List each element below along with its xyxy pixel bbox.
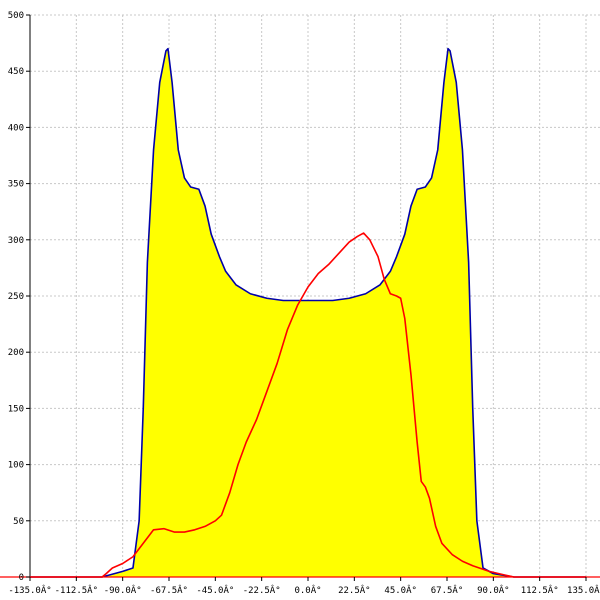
x-tick-label: 0.0Â° <box>294 584 321 596</box>
y-tick-label: 200 <box>8 348 24 358</box>
x-tick-label: 45.0Â° <box>384 584 417 596</box>
x-tick-label: -90.0Â° <box>104 584 142 596</box>
y-tick-label: 500 <box>8 11 24 21</box>
series-1-line <box>30 232 586 578</box>
y-tick-label: 150 <box>8 404 24 414</box>
series-lines-layer <box>30 47 586 578</box>
y-tick-label: 100 <box>8 461 24 471</box>
y-tick-label: 250 <box>8 292 24 302</box>
y-tick-label: 350 <box>8 180 24 190</box>
y-tick-label: 400 <box>8 123 24 133</box>
x-tick-label: 67.5Â° <box>431 584 464 596</box>
series-0-line <box>30 47 586 578</box>
x-tick-label: 135.0Â° <box>567 584 600 596</box>
series-0-area <box>30 48 586 578</box>
y-tick-label: 0 <box>19 573 24 583</box>
x-tick-labels: -135.0Â° -112.5Â° -90.0Â° -67.5Â° -45.0Â° -22… <box>8 584 600 596</box>
x-tick-label: -67.5Â° <box>150 584 188 596</box>
x-tick-label: -135.0Â° <box>8 584 51 596</box>
y-tick-label: 50 <box>13 517 24 527</box>
y-tick-labels: 0 50 100 150 200 250 300 350 400 450 500 <box>8 11 24 583</box>
area-fill-layer <box>30 48 586 578</box>
x-tick-label: -45.0Â° <box>196 584 234 596</box>
axes <box>0 14 600 581</box>
x-tick-label: -22.5Â° <box>243 584 281 596</box>
x-tick-label: 112.5Â° <box>521 584 559 596</box>
y-tick-label: 300 <box>8 236 24 246</box>
x-tick-label: 22.5Â° <box>338 584 371 596</box>
x-tick-label: -112.5Â° <box>55 584 98 596</box>
y-tick-label: 450 <box>8 67 24 77</box>
x-tick-label: 90.0Â° <box>477 584 510 596</box>
